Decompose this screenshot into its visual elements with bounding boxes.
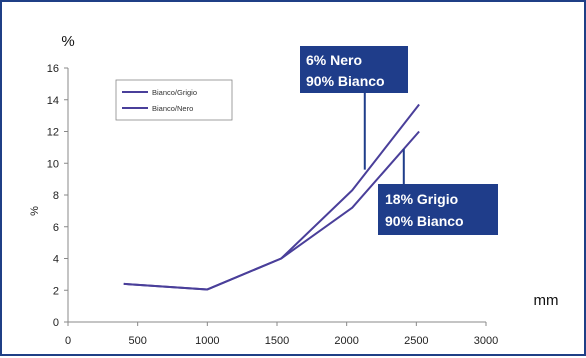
y-tick-label: 10 <box>47 158 59 170</box>
y-tick-label: 4 <box>53 254 59 266</box>
series-lines <box>123 103 420 291</box>
y-unit-label: % <box>61 33 74 50</box>
y-tick-label: 8 <box>53 190 59 202</box>
x-tick-label: 500 <box>128 335 146 347</box>
y-tick-label: 6 <box>53 222 59 234</box>
x-tick-label: 2000 <box>334 335 358 347</box>
callout-grigio: 18% Grigio 90% Bianco <box>378 148 498 235</box>
callout-grigio-box <box>378 184 498 235</box>
series-line-2 <box>123 130 420 291</box>
callout-grigio-line-2: 90% Bianco <box>385 213 464 229</box>
callout-grigio-line-1: 18% Grigio <box>385 191 458 207</box>
legend-box <box>115 79 233 121</box>
y-tick-label: 16 <box>47 63 59 75</box>
legend-label-series-1: Bianco/Grigio <box>152 88 197 97</box>
y-tick-label: 12 <box>47 127 59 139</box>
x-tick-label: 1000 <box>195 335 219 347</box>
y-tick-label: 0 <box>53 317 59 329</box>
x-tick-label: 2500 <box>404 335 428 347</box>
callout-nero-line-2: 90% Bianco <box>306 73 385 89</box>
x-unit-label: mm <box>534 292 559 309</box>
legend: Bianco/Grigio Bianco/Nero <box>115 79 233 121</box>
y-tick-label: 2 <box>53 285 59 297</box>
x-tick-label: 1500 <box>265 335 289 347</box>
y-tick-label: 14 <box>47 95 59 107</box>
callout-nero-box <box>300 46 408 93</box>
callout-nero-line-1: 6% Nero <box>306 52 362 68</box>
callout-nero: 6% Nero 90% Bianco <box>300 46 408 170</box>
y-axis: 0 2 4 6 8 10 12 14 16 <box>47 63 69 329</box>
y-axis-label: % <box>29 206 41 216</box>
x-tick-label: 3000 <box>474 335 498 347</box>
legend-label-series-2: Bianco/Nero <box>152 104 193 113</box>
x-tick-label: 0 <box>65 335 71 347</box>
x-axis: 0 500 1000 1500 2000 2500 3000 <box>65 321 498 347</box>
